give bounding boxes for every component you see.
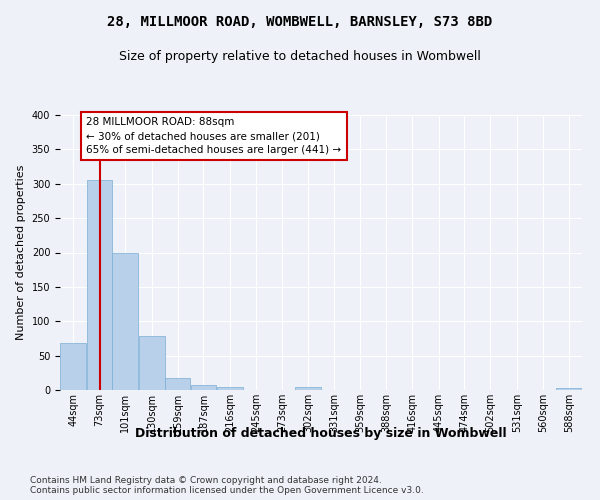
Bar <box>556 388 582 390</box>
Text: Distribution of detached houses by size in Wombwell: Distribution of detached houses by size … <box>135 428 507 440</box>
Bar <box>86 180 112 390</box>
Bar <box>60 342 86 390</box>
Bar <box>165 378 190 390</box>
Text: Size of property relative to detached houses in Wombwell: Size of property relative to detached ho… <box>119 50 481 63</box>
Text: Contains HM Land Registry data © Crown copyright and database right 2024.
Contai: Contains HM Land Registry data © Crown c… <box>30 476 424 495</box>
Bar <box>139 336 164 390</box>
Text: 28 MILLMOOR ROAD: 88sqm
← 30% of detached houses are smaller (201)
65% of semi-d: 28 MILLMOOR ROAD: 88sqm ← 30% of detache… <box>86 117 341 155</box>
Bar <box>295 387 321 390</box>
Bar <box>191 384 217 390</box>
Bar <box>112 253 138 390</box>
Text: 28, MILLMOOR ROAD, WOMBWELL, BARNSLEY, S73 8BD: 28, MILLMOOR ROAD, WOMBWELL, BARNSLEY, S… <box>107 15 493 29</box>
Bar <box>217 387 243 390</box>
Y-axis label: Number of detached properties: Number of detached properties <box>16 165 26 340</box>
